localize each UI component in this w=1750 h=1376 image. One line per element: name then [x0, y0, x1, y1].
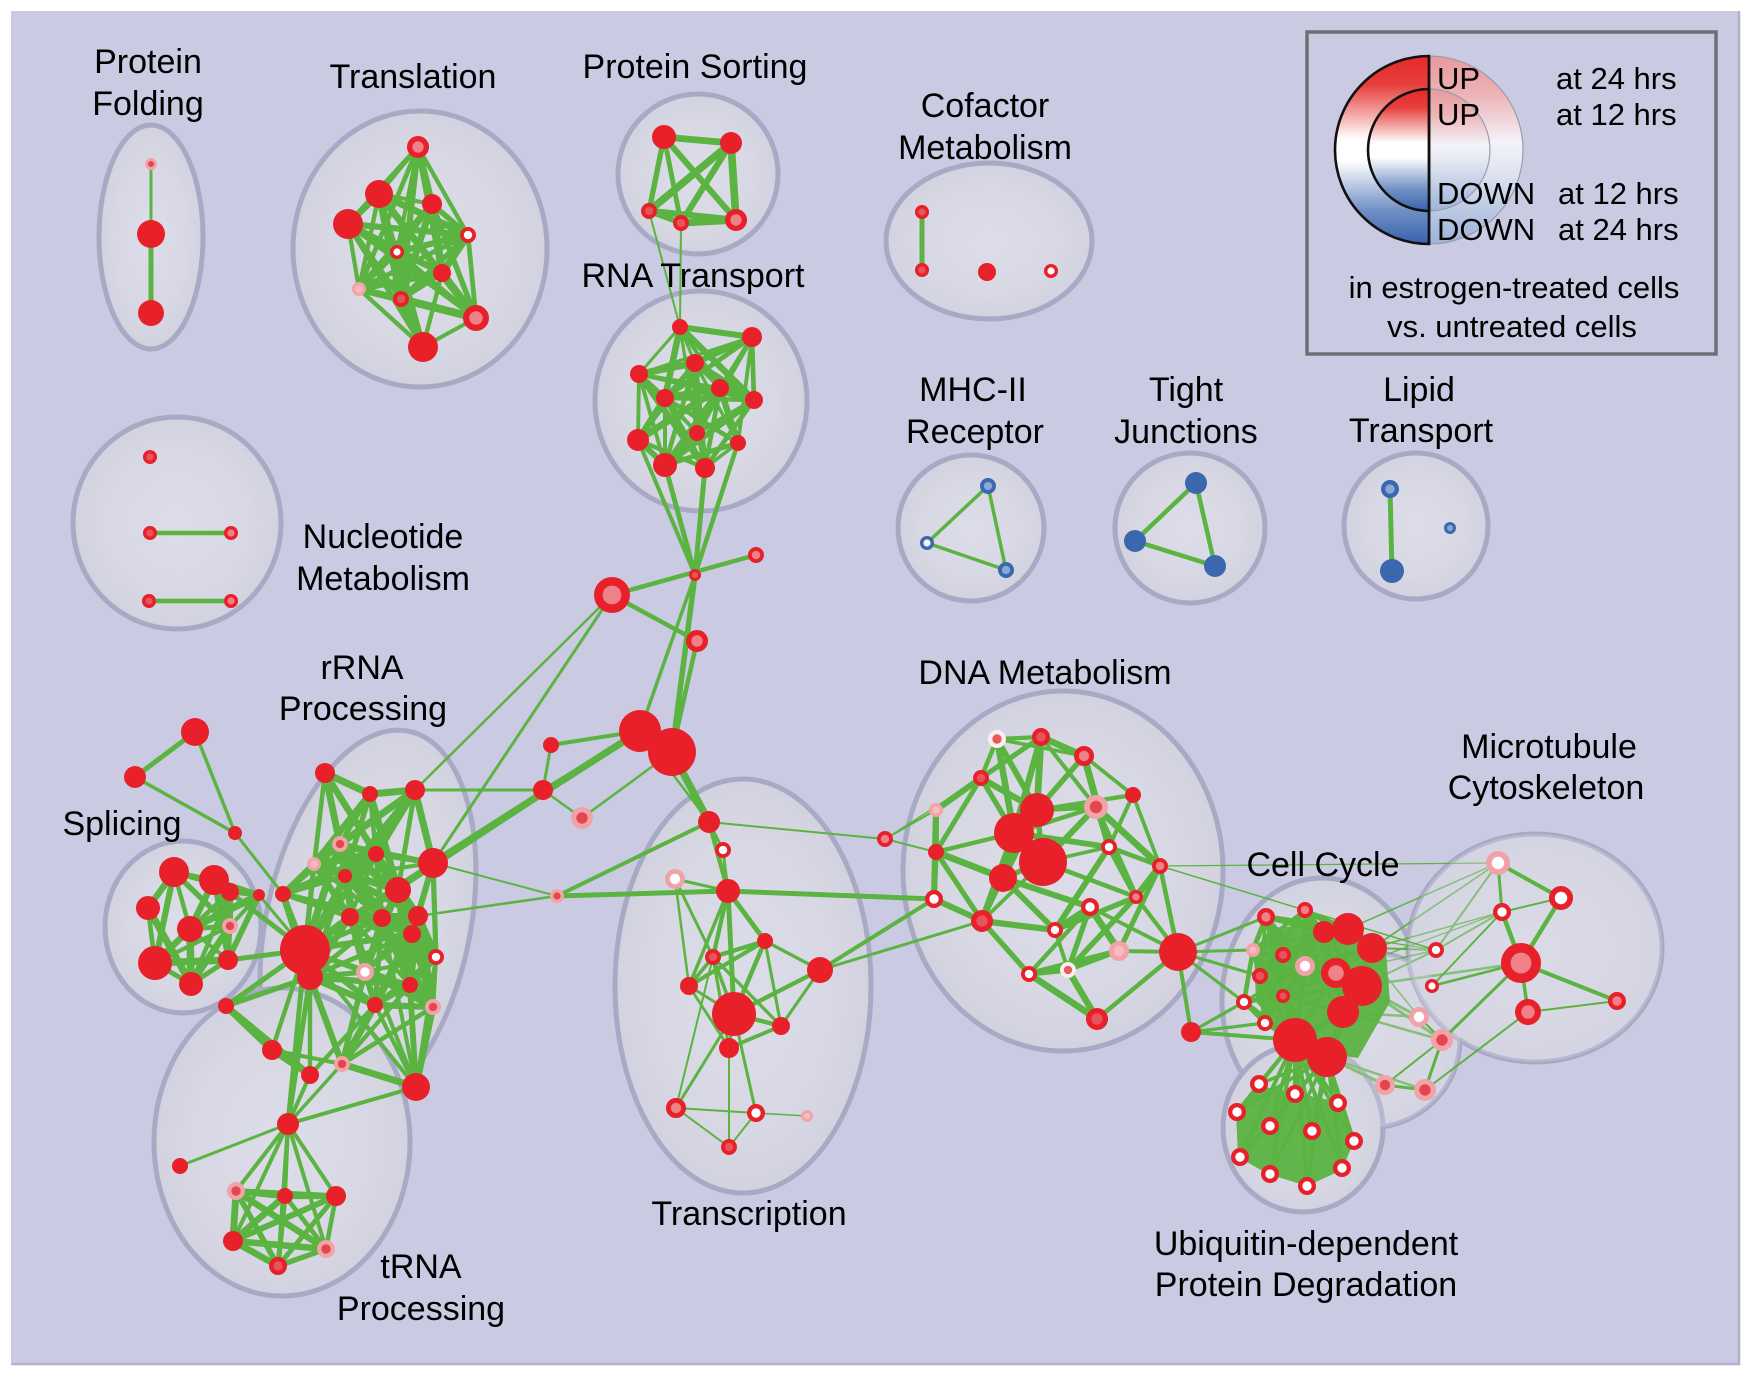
svg-text:Protein Sorting: Protein Sorting	[583, 48, 808, 86]
svg-text:DNA Metabolism: DNA Metabolism	[918, 654, 1171, 692]
svg-text:Cytoskeleton: Cytoskeleton	[1448, 769, 1645, 807]
svg-text:Protein Degradation: Protein Degradation	[1155, 1266, 1457, 1304]
svg-text:Junctions: Junctions	[1114, 413, 1258, 451]
svg-text:at 24 hrs: at 24 hrs	[1558, 212, 1679, 247]
svg-text:RNA Transport: RNA Transport	[582, 257, 806, 295]
svg-text:UP: UP	[1437, 97, 1480, 132]
svg-text:Nucleotide: Nucleotide	[303, 518, 464, 556]
svg-text:in estrogen-treated cells: in estrogen-treated cells	[1349, 270, 1680, 305]
svg-text:at 24 hrs: at 24 hrs	[1556, 61, 1677, 96]
svg-text:Ubiquitin-dependent: Ubiquitin-dependent	[1154, 1225, 1459, 1263]
svg-text:MHC-II: MHC-II	[919, 371, 1027, 409]
svg-text:at 12 hrs: at 12 hrs	[1556, 97, 1677, 132]
svg-text:tRNA: tRNA	[380, 1248, 462, 1286]
svg-text:rRNA: rRNA	[320, 649, 403, 687]
svg-text:Metabolism: Metabolism	[898, 129, 1072, 167]
svg-text:Processing: Processing	[279, 690, 447, 728]
svg-text:Metabolism: Metabolism	[296, 560, 470, 598]
svg-text:Tight: Tight	[1149, 371, 1224, 409]
svg-text:UP: UP	[1437, 61, 1480, 96]
svg-text:Folding: Folding	[92, 85, 204, 123]
svg-text:DOWN: DOWN	[1437, 176, 1535, 211]
svg-text:vs. untreated cells: vs. untreated cells	[1387, 309, 1637, 344]
svg-text:Transcription: Transcription	[651, 1195, 846, 1233]
svg-text:Splicing: Splicing	[62, 805, 181, 843]
svg-text:Receptor: Receptor	[906, 413, 1044, 451]
svg-text:DOWN: DOWN	[1437, 212, 1535, 247]
svg-text:Cofactor: Cofactor	[921, 87, 1050, 125]
svg-text:Microtubule: Microtubule	[1461, 728, 1637, 766]
svg-text:Transport: Transport	[1349, 412, 1494, 450]
svg-text:Lipid: Lipid	[1383, 371, 1455, 409]
svg-text:Cell Cycle: Cell Cycle	[1246, 846, 1399, 884]
svg-text:at 12 hrs: at 12 hrs	[1558, 176, 1679, 211]
svg-text:Translation: Translation	[330, 58, 497, 96]
svg-text:Protein: Protein	[94, 43, 202, 81]
svg-text:Processing: Processing	[337, 1290, 505, 1328]
